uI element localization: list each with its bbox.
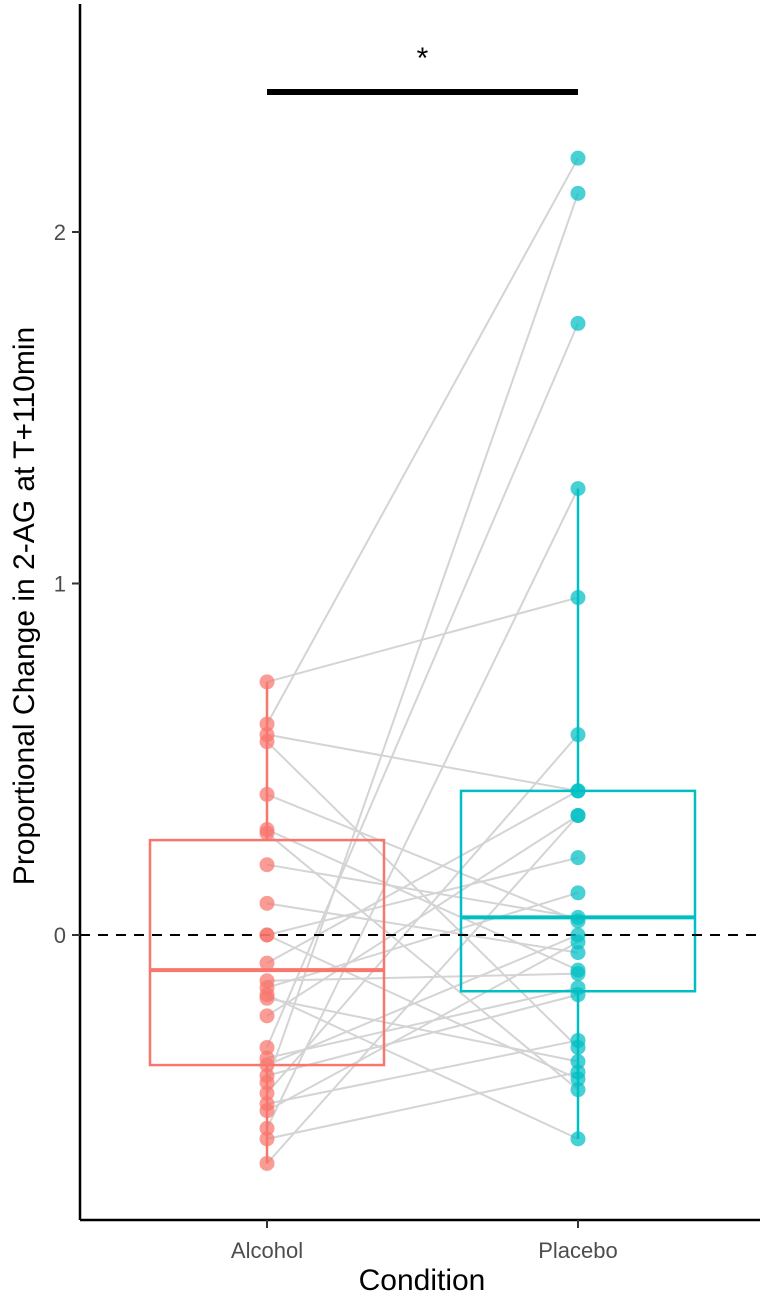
point-placebo [570,727,586,743]
y-tick-label: 0 [54,923,66,948]
pair-line [266,941,579,1112]
pair-line [266,993,579,1140]
point-placebo [570,1054,586,1070]
point-alcohol [259,927,275,943]
pair-line [266,733,579,792]
pair-line [266,902,579,954]
pair-line [266,740,579,1049]
pair-line [266,488,579,1129]
point-placebo [570,1082,586,1098]
pair-line [266,832,579,1091]
point-placebo [570,885,586,901]
pair-line [266,1071,579,1140]
pair-line [266,934,579,1066]
point-placebo [570,966,586,982]
point-alcohol [259,1120,275,1136]
point-alcohol [259,1131,275,1147]
point-placebo [570,150,586,166]
pair-line [266,814,579,1017]
y-tick-label: 1 [54,572,66,597]
point-alcohol [259,1103,275,1119]
y-axis-title: Proportional Change in 2-AG at T+110min [8,327,41,885]
pair-line [266,322,579,1048]
point-placebo [570,315,586,331]
point-placebo [570,481,586,497]
pair-line [266,733,579,1094]
point-placebo [570,783,586,799]
point-alcohol [259,1085,275,1101]
pair-line [266,828,579,972]
point-alcohol [259,674,275,690]
pair-line [266,814,579,1165]
paired-lines [266,157,579,1165]
point-placebo [570,909,586,925]
point-placebo [570,1032,586,1048]
point-placebo [570,807,586,823]
point-alcohol [259,1039,275,1055]
point-alcohol [259,955,275,971]
point-alcohol [259,825,275,841]
x-axis-title: Condition [359,1264,486,1297]
point-alcohol [259,1008,275,1024]
point-placebo [570,590,586,606]
x-tick-label: Placebo [538,1238,618,1263]
point-alcohol [259,1057,275,1073]
point-alcohol [259,895,275,911]
point-alcohol [259,716,275,732]
point-placebo [570,987,586,1003]
point-alcohol [259,734,275,750]
point-alcohol [259,857,275,873]
point-alcohol [259,990,275,1006]
pair-line [266,856,579,936]
significance-label: * [417,42,429,75]
point-alcohol [259,1075,275,1091]
point-placebo [570,945,586,961]
x-tick-label: Alcohol [231,1238,303,1263]
axes: 0 1 2 Alcohol Placebo * [54,4,760,1263]
pair-line [266,863,579,919]
point-placebo [570,1131,586,1147]
y-tick-label: 2 [54,220,66,245]
point-alcohol [259,1155,275,1171]
pair-line [266,986,579,1060]
pair-line [266,993,579,1077]
point-placebo [570,185,586,201]
pair-line [266,972,579,982]
pair-line [266,793,579,922]
point-alcohol [259,786,275,802]
point-layer [259,150,586,1171]
pair-line [266,1039,579,1105]
point-placebo [570,934,586,950]
pair-line [266,934,579,1081]
pair-line [266,157,579,725]
point-placebo [570,850,586,866]
point-placebo [570,1064,586,1080]
box-layer [80,488,760,1164]
